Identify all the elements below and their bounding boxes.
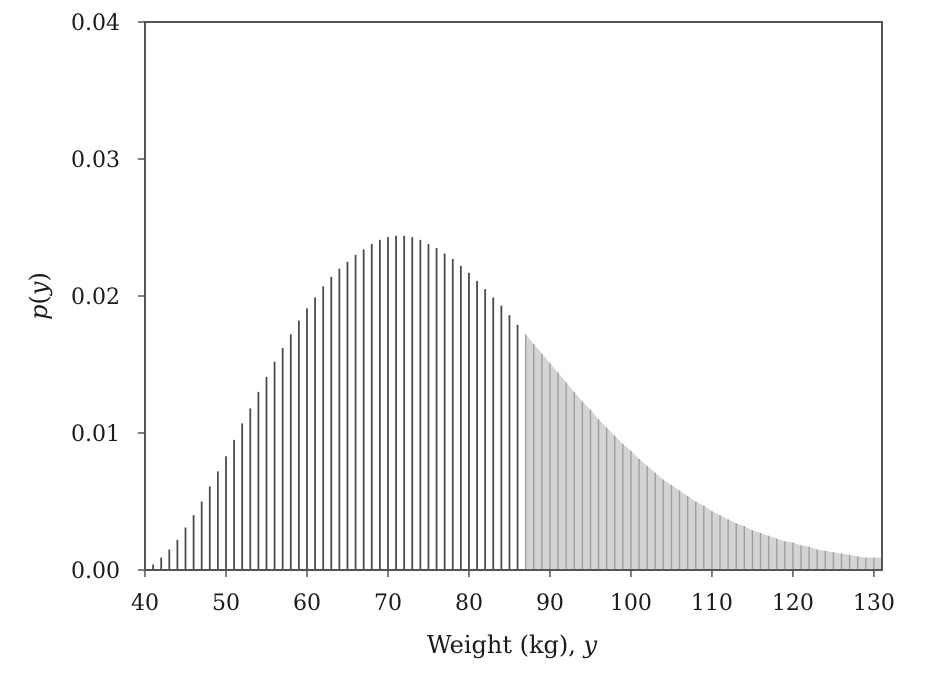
x-tick-label: 70 xyxy=(374,591,402,616)
plot-border xyxy=(144,21,883,571)
bars-group xyxy=(152,235,882,570)
y-axis-title: p(y) xyxy=(25,272,53,320)
x-tick-label: 110 xyxy=(691,591,733,616)
x-tick-label: 90 xyxy=(536,591,564,616)
x-tick-label: 120 xyxy=(772,591,814,616)
x-axis-title: Weight (kg), y xyxy=(427,631,598,659)
y-tick-label: 0.04 xyxy=(71,11,120,36)
ticks-group: 40 50 60 70 80 90 100 110 120 130 0.00 0.01 0.02 0.03… xyxy=(71,11,895,616)
y-tick-label: 0.02 xyxy=(71,285,120,310)
x-tick-label: 50 xyxy=(212,591,240,616)
x-tick-label: 40 xyxy=(131,591,159,616)
x-tick-label: 80 xyxy=(455,591,483,616)
y-tick-label: 0.01 xyxy=(71,422,120,447)
y-tick-label: 0.03 xyxy=(71,148,120,173)
x-tick-label: 60 xyxy=(293,591,321,616)
plot-frame xyxy=(144,21,883,571)
x-tick-label: 100 xyxy=(610,591,652,616)
y-tick-label: 0.00 xyxy=(71,559,120,584)
x-tick-label: 130 xyxy=(853,591,895,616)
